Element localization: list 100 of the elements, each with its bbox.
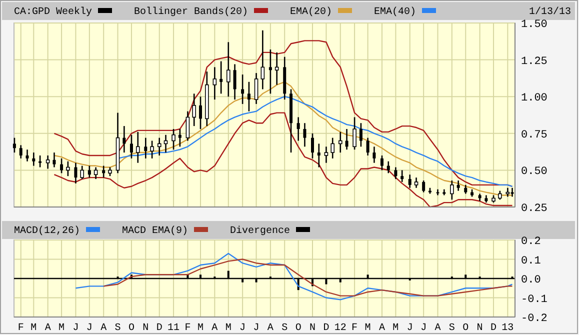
candlestick xyxy=(317,143,320,168)
x-tick-label: 11 xyxy=(168,323,180,334)
candlestick xyxy=(233,64,236,100)
y-tick-label: 0.1 xyxy=(521,255,542,268)
candlestick xyxy=(178,128,182,148)
x-tick-label: O xyxy=(462,323,469,334)
x-tick-label: O xyxy=(128,323,134,334)
candlestick xyxy=(26,148,29,162)
candlestick xyxy=(400,170,404,183)
candlestick xyxy=(226,41,230,98)
line-series xyxy=(54,112,513,208)
x-tick-label: J xyxy=(72,323,79,334)
candlestick xyxy=(38,154,42,168)
candlestick xyxy=(372,146,376,164)
candlestick xyxy=(386,160,390,174)
legend-label: EMA(40) xyxy=(374,6,416,18)
x-tick-label: N xyxy=(309,323,316,334)
legend-label: CA:GPD Weekly xyxy=(14,6,92,18)
candlestick xyxy=(456,180,460,192)
x-tick-label: F xyxy=(184,323,191,334)
y-tick-label: 0.50 xyxy=(521,166,548,178)
x-tick-label: M xyxy=(364,323,371,334)
x-tick-label: 12 xyxy=(334,323,346,334)
candlestick xyxy=(186,110,190,142)
candlestick xyxy=(220,60,223,94)
x-tick-label: S xyxy=(448,323,455,334)
candlestick xyxy=(150,140,154,160)
x-tick-label: A xyxy=(44,323,51,334)
x-tick-label: A xyxy=(378,323,385,334)
x-tick-label: F xyxy=(18,323,24,334)
candlestick xyxy=(408,174,412,189)
candlestick xyxy=(122,125,126,154)
x-tick-label: 13 xyxy=(502,323,514,334)
x-tick-label: F xyxy=(352,323,358,334)
y-tick-label: -0.2 xyxy=(521,313,548,325)
x-tick-label: A xyxy=(267,323,274,334)
candlestick xyxy=(80,165,84,180)
x-tick-label: A xyxy=(100,323,107,334)
text: 1/13/13 xyxy=(528,6,571,18)
legend-label: Divergence xyxy=(230,225,290,237)
x-tick-label: J xyxy=(420,323,427,334)
x-tick-label: N xyxy=(476,323,483,334)
candlestick xyxy=(164,134,168,154)
legend-label: Bollinger Bands(20) xyxy=(134,6,248,18)
candlestick xyxy=(199,96,202,130)
y-tick-label: 1.00 xyxy=(521,92,548,105)
candlestick xyxy=(366,137,370,156)
candlestick xyxy=(144,137,148,160)
legend-label: EMA(20) xyxy=(290,6,332,18)
candlestick xyxy=(450,180,454,200)
candlestick xyxy=(324,146,328,164)
candlestick xyxy=(136,131,140,164)
candlestick xyxy=(157,137,162,156)
y-tick-label: -0.1 xyxy=(521,294,548,306)
x-tick-label: J xyxy=(406,323,413,334)
candlestick xyxy=(268,48,272,94)
candlestick xyxy=(66,160,70,177)
candlestick xyxy=(130,134,133,160)
legend-label: MACD EMA(9) xyxy=(122,225,188,237)
x-tick-label: D xyxy=(490,323,497,334)
x-tick-label: N xyxy=(142,323,149,334)
candlestick xyxy=(330,137,335,160)
candlestick xyxy=(254,72,258,105)
candlestick xyxy=(422,180,426,193)
candlestick xyxy=(19,144,22,160)
candlestick xyxy=(352,116,356,150)
x-tick-label: S xyxy=(282,323,288,334)
candlestick xyxy=(359,122,362,148)
x-tick-label: M xyxy=(58,323,65,334)
candlestick xyxy=(192,93,196,127)
candlestick xyxy=(94,166,98,180)
candlestick xyxy=(74,162,78,184)
x-tick-label: J xyxy=(86,323,92,334)
x-tick-label: A xyxy=(212,323,218,334)
legend-label: MACD(12,26) xyxy=(14,225,80,237)
candlestick xyxy=(296,116,300,142)
candlestick xyxy=(310,132,314,160)
candlestick xyxy=(241,74,244,105)
candlestick xyxy=(12,137,16,154)
y-tick-label: 0.2 xyxy=(521,236,541,248)
candlestick xyxy=(260,30,265,90)
candlestick xyxy=(102,165,106,178)
y-tick-label: 0.0 xyxy=(521,274,541,286)
y-tick-label: 0.25 xyxy=(521,203,548,215)
line-series xyxy=(117,96,513,187)
candlestick xyxy=(345,128,348,150)
candlestick xyxy=(212,66,217,100)
candlestick xyxy=(380,154,384,171)
candlestick xyxy=(274,52,279,86)
line-series xyxy=(102,258,513,296)
x-tick-label: J xyxy=(253,323,260,334)
x-tick-label: M xyxy=(30,323,37,334)
x-tick-label: A xyxy=(434,323,441,334)
candlestick xyxy=(414,176,418,189)
candlestick xyxy=(46,154,50,170)
x-tick-label: D xyxy=(156,323,162,334)
candlestick xyxy=(32,152,36,166)
y-tick-label: 1.25 xyxy=(521,56,548,68)
x-tick-label: J xyxy=(240,323,246,334)
x-tick-label: D xyxy=(323,323,330,334)
